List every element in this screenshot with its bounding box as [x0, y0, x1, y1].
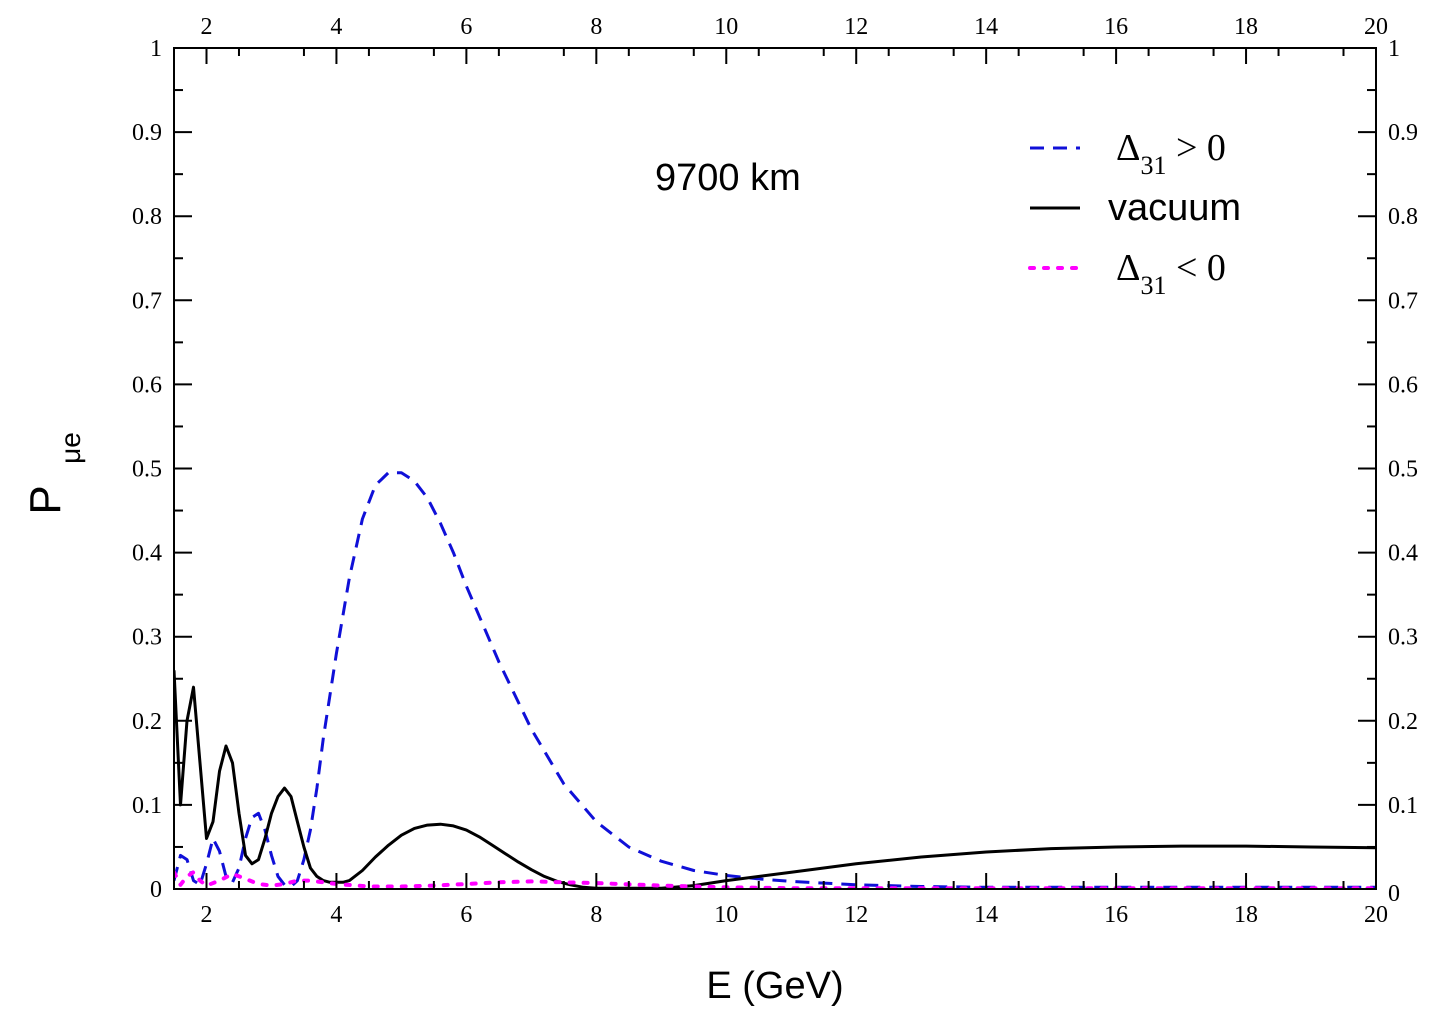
y-tick-label-left: 0.2 [132, 709, 162, 735]
legend-symbol: Δ [1116, 127, 1140, 169]
y-tick-label-right: 0.9 [1388, 120, 1418, 146]
y-tick-label-right: 0.8 [1388, 204, 1418, 230]
x-tick-label-bottom: 10 [714, 902, 738, 928]
y-tick-label-left: 0 [150, 877, 162, 903]
x-tick-label-bottom: 16 [1104, 902, 1128, 928]
y-tick-label-left: 0.4 [132, 541, 162, 567]
legend-label-2: Δ31 < 0 [1116, 247, 1226, 300]
y-tick-label-right: 0.1 [1388, 793, 1418, 819]
x-tick-label-bottom: 20 [1364, 902, 1388, 928]
x-tick-label-bottom: 14 [974, 902, 998, 928]
y-tick-label-right: 0.4 [1388, 541, 1418, 567]
y-axis-title: P μe [21, 432, 86, 515]
legend-symbol: Δ [1116, 247, 1140, 289]
x-tick-label-top: 18 [1234, 14, 1258, 40]
y-tick-label-left: 0.7 [132, 288, 162, 314]
y-axis-title-main: P [21, 485, 70, 514]
series-line-0 [174, 471, 1376, 889]
x-tick-label-bottom: 12 [844, 902, 868, 928]
x-tick-label-bottom: 4 [330, 902, 342, 928]
y-tick-label-right: 0.2 [1388, 709, 1418, 735]
y-tick-label-left: 0.9 [132, 120, 162, 146]
legend-relation: > 0 [1166, 127, 1225, 169]
y-tick-label-left: 0.1 [132, 793, 162, 819]
ticks-layer [174, 47, 1377, 890]
y-tick-label-left: 0.6 [132, 372, 162, 398]
x-tick-label-bottom: 2 [200, 902, 212, 928]
series-layer [174, 471, 1376, 889]
distance-annotation: 9700 km [655, 157, 801, 199]
legend-label-1: vacuum [1108, 187, 1241, 229]
x-tick-label-top: 8 [590, 14, 602, 40]
x-tick-label-bottom: 18 [1234, 902, 1258, 928]
x-tick-label-top: 6 [460, 14, 472, 40]
y-tick-label-right: 0.5 [1388, 457, 1418, 483]
y-tick-label-right: 0 [1388, 881, 1400, 907]
y-tick-label-right: 0.6 [1388, 372, 1418, 398]
legend-subscript: 31 [1140, 271, 1166, 300]
x-tick-label-top: 10 [714, 14, 738, 40]
series-line-1 [174, 670, 1376, 889]
legend-relation: < 0 [1166, 247, 1225, 289]
x-axis-title: E (GeV) [706, 965, 843, 1007]
x-tick-label-top: 14 [974, 14, 998, 40]
y-tick-label-left: 0.8 [132, 204, 162, 230]
y-tick-label-left: 0.5 [132, 457, 162, 483]
legend-subscript: 31 [1140, 151, 1166, 180]
x-tick-label-bottom: 8 [590, 902, 602, 928]
x-tick-label-top: 20 [1364, 14, 1388, 40]
legend-label-0: Δ31 > 0 [1116, 127, 1226, 180]
y-tick-label-right: 0.3 [1388, 625, 1418, 651]
x-tick-label-bottom: 6 [460, 902, 472, 928]
x-tick-label-top: 16 [1104, 14, 1128, 40]
y-tick-label-left: 0.3 [132, 625, 162, 651]
y-tick-label-right: 0.7 [1388, 288, 1418, 314]
x-tick-label-top: 4 [330, 14, 342, 40]
y-tick-label-left: 1 [150, 36, 162, 62]
y-tick-label-right: 1 [1388, 36, 1400, 62]
x-tick-label-top: 2 [200, 14, 212, 40]
y-axis-title-subscript: μe [55, 432, 86, 464]
x-tick-label-top: 12 [844, 14, 868, 40]
